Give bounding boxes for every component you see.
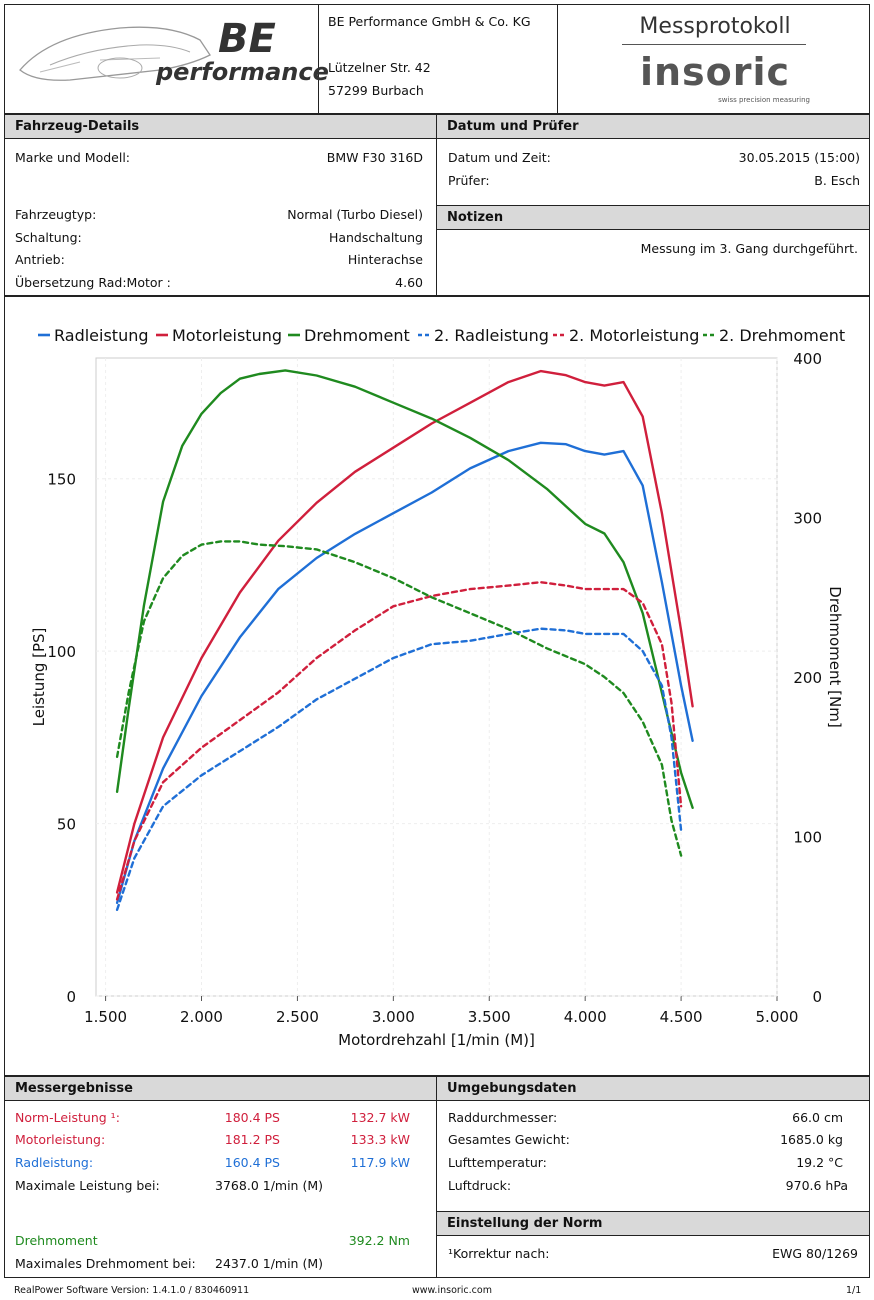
- gear-label: Schaltung:: [15, 230, 82, 245]
- norm-value: EWG 80/1269: [772, 1246, 858, 1261]
- tester-value: B. Esch: [814, 173, 860, 188]
- motor-power-label: Motorleistung:: [15, 1132, 106, 1147]
- max-torque-rpm: 2437.0 1/min (M): [215, 1256, 323, 1271]
- datetime-label: Datum und Zeit:: [448, 150, 551, 165]
- vehicle-header: Fahrzeug-Details: [5, 115, 436, 139]
- notes-header: Notizen: [437, 205, 869, 230]
- drive-value: Hinterachse: [347, 252, 423, 267]
- model-value: BMW F30 316D: [326, 150, 423, 165]
- norm-power-ps: 180.4 PS: [224, 1110, 280, 1125]
- logo-text: performance: [156, 58, 329, 86]
- gear-value: Handschaltung: [328, 230, 423, 245]
- weight-label: Gesamtes Gewicht:: [448, 1132, 570, 1147]
- pressure-value: 970.6 hPa: [785, 1178, 848, 1193]
- env-header: Umgebungsdaten: [437, 1077, 869, 1101]
- wheel-power-ps: 160.4 PS: [224, 1155, 280, 1170]
- footer-page: 1/1: [846, 1285, 862, 1296]
- temp-label: Lufttemperatur:: [448, 1155, 547, 1170]
- brand-logo: insoric: [639, 50, 791, 94]
- wheel-diameter-label: Raddurchmesser:: [448, 1110, 558, 1125]
- company-logo: BE performance: [10, 10, 329, 105]
- wheel-diameter-value: 66.0 cm: [792, 1110, 843, 1125]
- max-power-label: Maximale Leistung bei:: [15, 1178, 160, 1193]
- company-name: BE Performance GmbH & Co. KG: [328, 14, 531, 29]
- footer-version: RealPower Software Version: 1.4.1.0 / 83…: [14, 1285, 250, 1296]
- torque-label: Drehmoment: [15, 1233, 98, 1248]
- results-frame: [4, 1076, 870, 1278]
- company-street: Lützelner Str. 42: [328, 60, 431, 75]
- model-label: Marke und Modell:: [15, 150, 131, 165]
- car-sketch-icon: [19, 26, 211, 81]
- type-label: Fahrzeugtyp:: [15, 207, 97, 222]
- wheel-power-kw: 117.9 kW: [350, 1155, 410, 1170]
- ratio-value: 4.60: [395, 275, 423, 290]
- ratio-label: Übersetzung Rad:Motor :: [15, 275, 171, 290]
- date-header: Datum und Prüfer: [437, 115, 869, 139]
- motor-power-ps: 181.2 PS: [224, 1132, 280, 1147]
- wheel-power-label: Radleistung:: [15, 1155, 94, 1170]
- norm-power-kw: 132.7 kW: [350, 1110, 410, 1125]
- norm-header: Einstellung der Norm: [437, 1211, 869, 1236]
- logo-mark: BE: [218, 16, 276, 62]
- results-header: Messergebnisse: [5, 1077, 436, 1101]
- header-frame: [4, 4, 870, 114]
- pressure-label: Luftdruck:: [448, 1178, 512, 1193]
- notes-text: Messung im 3. Gang durchgeführt.: [640, 241, 858, 256]
- tester-label: Prüfer:: [448, 173, 490, 188]
- type-value: Normal (Turbo Diesel): [287, 207, 423, 222]
- datetime-value: 30.05.2015 (15:00): [738, 150, 860, 165]
- motor-power-kw: 133.3 kW: [350, 1132, 410, 1147]
- temp-value: 19.2 °C: [796, 1155, 843, 1170]
- protocol-title: Messprotokoll: [639, 14, 791, 39]
- company-city: 57299 Burbach: [328, 83, 424, 98]
- footer-url[interactable]: www.insoric.com: [412, 1285, 492, 1296]
- chart-frame: [4, 296, 870, 1076]
- torque-value: 392.2 Nm: [348, 1233, 410, 1248]
- norm-power-label: Norm-Leistung ¹:: [15, 1110, 120, 1125]
- brand-tagline: swiss precision measuring: [718, 96, 810, 104]
- details-frame: [4, 114, 870, 296]
- norm-label: ¹Korrektur nach:: [448, 1246, 550, 1261]
- weight-value: 1685.0 kg: [780, 1132, 843, 1147]
- max-power-rpm: 3768.0 1/min (M): [215, 1178, 323, 1193]
- max-torque-label: Maximales Drehmoment bei:: [15, 1256, 196, 1271]
- drive-label: Antrieb:: [15, 252, 65, 267]
